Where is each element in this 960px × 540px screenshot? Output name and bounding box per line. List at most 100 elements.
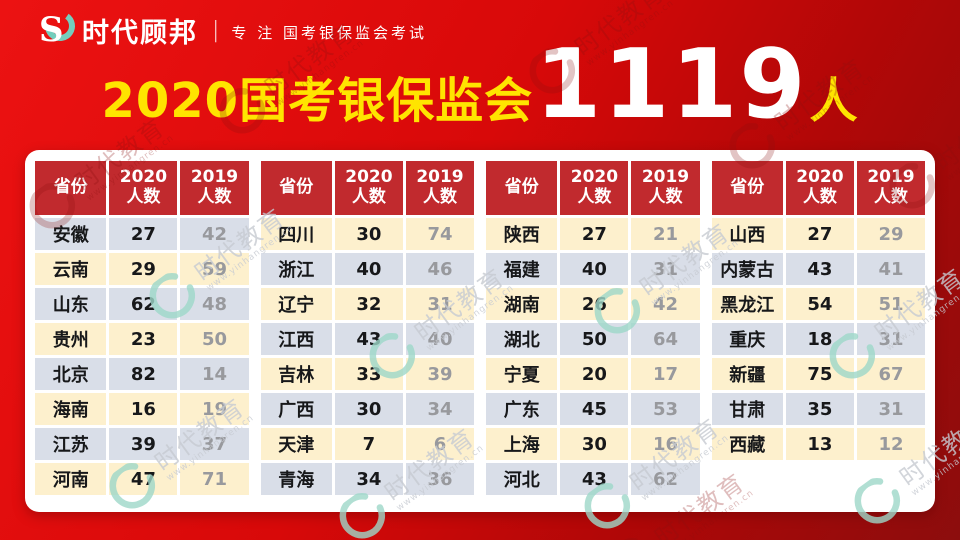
province-table-4: 省份 2020 人数 2019 人数 山西 27 29 内蒙古 43 41 黑龙江 54 51 重庆 18 31… <box>711 161 925 501</box>
count-2019-cell: 29 <box>856 218 925 250</box>
count-2019-cell: 46 <box>405 253 474 285</box>
count-2020-cell: 35 <box>785 393 854 425</box>
count-2020-cell: 33 <box>334 358 403 390</box>
column-header: 2019 人数 <box>856 161 925 215</box>
province-cell: 天津 <box>260 428 332 460</box>
province-table-3: 省份 2020 人数 2019 人数 陕西 27 21 福建 40 31 湖南 26 42 湖北 50 64 宁夏… <box>486 161 700 501</box>
count-2020-cell: 30 <box>560 428 629 460</box>
count-2020-cell: 16 <box>109 393 178 425</box>
count-2019-cell: 71 <box>180 463 249 495</box>
count-2020-cell: 43 <box>560 463 629 495</box>
count-2020-cell: 50 <box>560 323 629 355</box>
count-2020-cell: 39 <box>109 428 178 460</box>
count-2019-cell: 16 <box>631 428 700 460</box>
count-2020-cell: 27 <box>785 218 854 250</box>
title-prefix: 2020国考银保监会 <box>101 73 534 129</box>
province-cell: 湖北 <box>486 323 558 355</box>
count-2019-cell: 17 <box>631 358 700 390</box>
count-2020-cell: 75 <box>785 358 854 390</box>
province-cell: 青海 <box>260 463 332 495</box>
count-2020-cell: 23 <box>109 323 178 355</box>
brand-tagline: 专 注 国考银保监会考试 <box>231 23 427 42</box>
count-2019-cell: 40 <box>405 323 474 355</box>
count-2020-cell: 54 <box>785 288 854 320</box>
province-cell: 江苏 <box>35 428 107 460</box>
province-cell: 宁夏 <box>486 358 558 390</box>
count-2019-cell: 31 <box>405 288 474 320</box>
count-2020-cell: 20 <box>560 358 629 390</box>
count-2020-cell: 34 <box>334 463 403 495</box>
province-cell: 浙江 <box>260 253 332 285</box>
count-2020-cell: 26 <box>560 288 629 320</box>
svg-text:S: S <box>39 10 64 50</box>
province-cell: 北京 <box>35 358 107 390</box>
title-number: 1119 <box>535 30 808 140</box>
count-2019-cell: 14 <box>180 358 249 390</box>
column-header: 2019 人数 <box>631 161 700 215</box>
province-cell: 贵州 <box>35 323 107 355</box>
province-cell: 广东 <box>486 393 558 425</box>
province-cell: 山东 <box>35 288 107 320</box>
count-2020-cell: 82 <box>109 358 178 390</box>
province-cell: 云南 <box>35 253 107 285</box>
province-cell: 湖南 <box>486 288 558 320</box>
count-2020-cell: 30 <box>334 218 403 250</box>
province-cell: 福建 <box>486 253 558 285</box>
count-2019-cell: 31 <box>856 393 925 425</box>
count-2019-cell: 53 <box>631 393 700 425</box>
count-2019-cell: 12 <box>856 428 925 460</box>
count-2019-cell: 51 <box>856 288 925 320</box>
count-2020-cell: 47 <box>109 463 178 495</box>
brand-s-swoosh-icon: S <box>36 10 76 50</box>
data-card: 省份 2020 人数 2019 人数 安徽 27 42 云南 29 59 山东 62 48 贵州 23 50 北京… <box>25 150 935 512</box>
count-2019-cell: 74 <box>405 218 474 250</box>
province-cell: 黑龙江 <box>711 288 783 320</box>
column-header: 省份 <box>260 161 332 215</box>
column-header: 省份 <box>35 161 107 215</box>
count-2019-cell: 59 <box>180 253 249 285</box>
count-2020-cell: 27 <box>560 218 629 250</box>
count-2020-cell: 18 <box>785 323 854 355</box>
count-2019-cell: 50 <box>180 323 249 355</box>
province-table-2: 省份 2020 人数 2019 人数 四川 30 74 浙江 40 46 辽宁 32 31 江西 43 40 吉林… <box>260 161 474 501</box>
count-2020-cell: 13 <box>785 428 854 460</box>
count-2019-cell: 6 <box>405 428 474 460</box>
count-2019-cell: 42 <box>631 288 700 320</box>
column-header: 省份 <box>711 161 783 215</box>
province-cell: 上海 <box>486 428 558 460</box>
count-2019-cell: 31 <box>856 323 925 355</box>
count-2019-cell: 36 <box>405 463 474 495</box>
province-cell: 甘肃 <box>711 393 783 425</box>
count-2019-cell: 41 <box>856 253 925 285</box>
column-header: 2020 人数 <box>560 161 629 215</box>
count-2019-cell: 64 <box>631 323 700 355</box>
count-2019-cell: 34 <box>405 393 474 425</box>
province-cell: 河南 <box>35 463 107 495</box>
count-2019-cell: 62 <box>631 463 700 495</box>
column-header: 2020 人数 <box>785 161 854 215</box>
province-cell: 海南 <box>35 393 107 425</box>
province-cell: 新疆 <box>711 358 783 390</box>
province-cell: 河北 <box>486 463 558 495</box>
column-header: 2019 人数 <box>405 161 474 215</box>
count-2019-cell: 31 <box>631 253 700 285</box>
count-2020-cell: 32 <box>334 288 403 320</box>
count-2019-cell: 21 <box>631 218 700 250</box>
page-title: 2020国考银保监会 1119 人 <box>0 38 960 133</box>
province-cell: 辽宁 <box>260 288 332 320</box>
count-2019-cell: 67 <box>856 358 925 390</box>
count-2019-cell: 19 <box>180 393 249 425</box>
province-cell: 广西 <box>260 393 332 425</box>
province-cell: 安徽 <box>35 218 107 250</box>
column-header: 2020 人数 <box>334 161 403 215</box>
count-2020-cell: 62 <box>109 288 178 320</box>
province-cell: 江西 <box>260 323 332 355</box>
count-2020-cell: 43 <box>334 323 403 355</box>
count-2020-cell: 45 <box>560 393 629 425</box>
province-cell: 重庆 <box>711 323 783 355</box>
count-2020-cell: 29 <box>109 253 178 285</box>
title-suffix: 人 <box>809 73 859 129</box>
count-2020-cell: 30 <box>334 393 403 425</box>
brand-bar: S 时代顾邦 | 专 注 国考银保监会考试 <box>36 10 427 50</box>
